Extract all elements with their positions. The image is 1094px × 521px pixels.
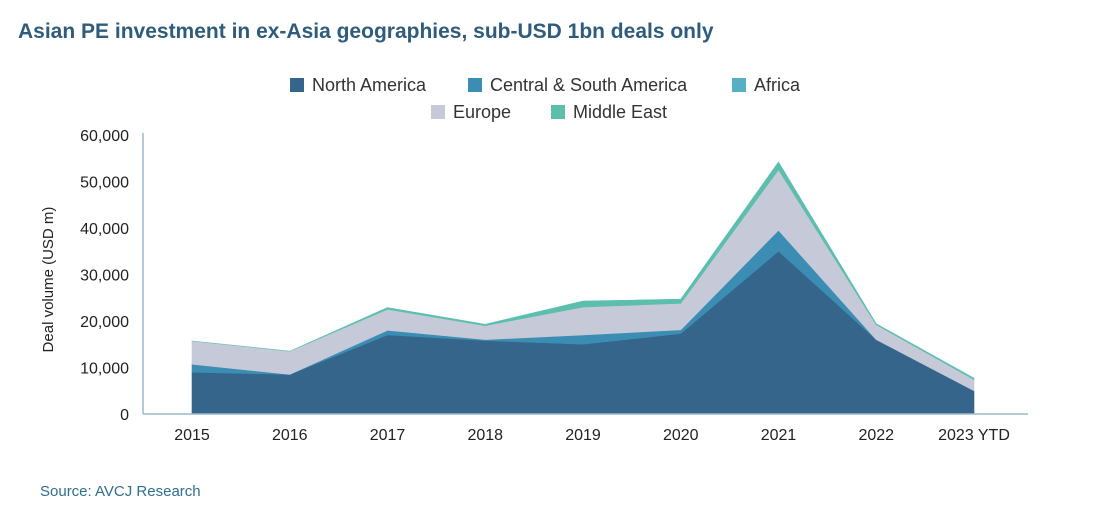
y-tick-label: 10,000 bbox=[80, 361, 129, 378]
chart-title: Asian PE investment in ex-Asia geographi… bbox=[18, 20, 714, 43]
legend-swatch-north-america bbox=[290, 78, 304, 92]
legend: North America Central & South America Afri… bbox=[290, 75, 801, 122]
x-tick-label: 2023 YTD bbox=[938, 427, 1010, 444]
source-note: Source: AVCJ Research bbox=[40, 483, 201, 500]
legend-swatch-europe bbox=[431, 105, 445, 119]
x-tick-label: 2019 bbox=[565, 427, 601, 444]
x-tick-label: 2022 bbox=[858, 427, 894, 444]
legend-label-middle-east: Middle East bbox=[573, 102, 667, 122]
x-tick-label: 2017 bbox=[370, 427, 406, 444]
area-middle-east bbox=[191, 161, 975, 381]
axes-layer: 0 10,000 20,000 30,000 40,000 50,000 60,000 201… bbox=[40, 128, 1028, 444]
legend-label-north-america: North America bbox=[312, 75, 427, 95]
legend-label-europe: Europe bbox=[453, 102, 511, 122]
y-axis-title: Deal volume (USD m) bbox=[40, 207, 57, 353]
legend-label-central-south-america: Central & South America bbox=[490, 75, 688, 95]
series-layer bbox=[191, 161, 975, 415]
legend-label-africa: Africa bbox=[754, 75, 801, 95]
x-tick-label: 2021 bbox=[761, 427, 797, 444]
y-tick-label: 60,000 bbox=[80, 128, 129, 145]
legend-swatch-africa bbox=[732, 78, 746, 92]
legend-swatch-middle-east bbox=[551, 105, 565, 119]
legend-swatch-central-south-america bbox=[468, 78, 482, 92]
y-tick-label: 50,000 bbox=[80, 175, 129, 192]
y-tick-label: 0 bbox=[120, 407, 129, 424]
x-tick-label: 2015 bbox=[174, 427, 210, 444]
y-tick-label: 30,000 bbox=[80, 268, 129, 285]
x-tick-label: 2020 bbox=[663, 427, 699, 444]
y-tick-label: 40,000 bbox=[80, 221, 129, 238]
x-tick-label: 2018 bbox=[467, 427, 503, 444]
y-tick-label: 20,000 bbox=[80, 314, 129, 331]
x-tick-label: 2016 bbox=[272, 427, 308, 444]
